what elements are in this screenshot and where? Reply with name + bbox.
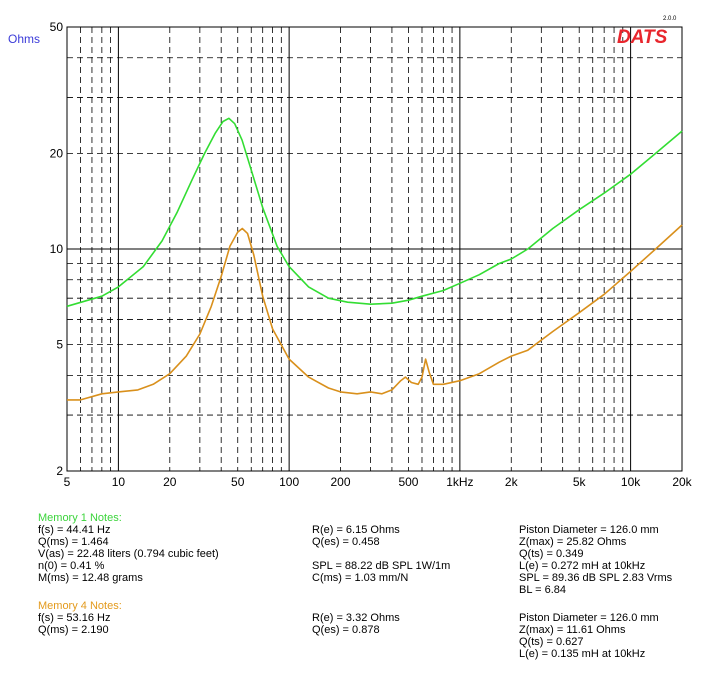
x-tick-label: 1kHz: [446, 475, 473, 489]
dats-logo: 2.0.0 DATS: [617, 16, 677, 48]
note-line: Q(ms) = 2.190: [38, 624, 109, 636]
x-tick-label: 5: [64, 475, 71, 489]
note-line: L(e) = 0.272 mH at 10kHz: [519, 560, 646, 572]
note-line: [312, 548, 450, 560]
x-tick-label: 100: [279, 475, 299, 489]
note-line: SPL = 88.22 dB SPL 1W/1m: [312, 560, 451, 572]
x-tick-label: 10k: [621, 475, 641, 489]
note-line: Q(es) = 0.458: [312, 536, 380, 548]
memory1-col1: f(s) = 44.41 Hz Q(ms) = 1.464 V(as) = 22…: [38, 524, 219, 584]
series-line-1: [66, 117, 683, 308]
note-line: n(0) = 0.41 %: [38, 560, 105, 572]
y-tick-label: 10: [50, 242, 64, 256]
note-line: M(ms) = 12.48 grams: [38, 572, 143, 584]
series-line-2: [67, 224, 683, 401]
y-tick-label: 2: [56, 464, 63, 478]
note-line: V(as) = 22.48 liters (0.794 cubic feet): [38, 548, 219, 560]
x-tick-label: 20: [163, 475, 177, 489]
note-line: R(e) = 3.32 Ohms: [312, 612, 400, 624]
x-tick-label: 20k: [672, 475, 692, 489]
x-tick-label: 50: [231, 475, 245, 489]
note-line: Q(ts) = 0.349: [519, 548, 584, 560]
y-tick-label: 50: [50, 20, 64, 34]
dats-version: 2.0.0: [663, 16, 677, 22]
memory1-col3: Piston Diameter = 126.0 mm Z(max) = 25.8…: [519, 524, 672, 596]
y-axis-label: Ohms: [8, 32, 40, 46]
note-line: SPL = 89.36 dB SPL 2.83 Vrms: [519, 572, 673, 584]
x-tick-label: 10: [112, 475, 126, 489]
x-tick-label: 500: [398, 475, 418, 489]
note-line: C(ms) = 1.03 mm/N: [312, 572, 409, 584]
memory4-title: Memory 4 Notes:: [38, 600, 122, 612]
memory4-col3: Piston Diameter = 126.0 mm Z(max) = 11.6…: [519, 612, 659, 660]
y-tick-label: 20: [50, 146, 64, 160]
y-tick-label: 5: [56, 338, 63, 352]
note-line: L(e) = 0.135 mH at 10kHz: [519, 648, 646, 660]
note-line: f(s) = 44.41 Hz: [38, 524, 111, 536]
note-line: Z(max) = 25.82 Ohms: [519, 536, 627, 548]
x-tick-label: 2k: [505, 475, 519, 489]
note-line: Piston Diameter = 126.0 mm: [519, 612, 659, 624]
note-line: Piston Diameter = 126.0 mm: [519, 524, 659, 536]
memory1-title: Memory 1 Notes:: [38, 512, 122, 524]
x-tick-label: 5k: [573, 475, 587, 489]
plot-frame: [66, 26, 683, 472]
dats-logo-text: DATS: [617, 27, 668, 48]
x-tick-label: 200: [331, 475, 351, 489]
note-line: Z(max) = 11.61 Ohms: [519, 624, 626, 636]
note-line: BL = 6.84: [519, 584, 566, 596]
memory4-col2: R(e) = 3.32 Ohms Q(es) = 0.878: [312, 612, 400, 636]
note-line: f(s) = 53.16 Hz: [38, 612, 111, 624]
note-line: Q(ms) = 1.464: [38, 536, 109, 548]
series-lines: [66, 117, 683, 401]
memory4-notes: Memory 4 Notes: f(s) = 53.16 Hz Q(ms) = …: [38, 600, 122, 636]
memory1-col2: R(e) = 6.15 Ohms Q(es) = 0.458 SPL = 88.…: [312, 524, 450, 584]
note-line: R(e) = 6.15 Ohms: [312, 524, 400, 536]
memory1-notes: Memory 1 Notes: f(s) = 44.41 Hz Q(ms) = …: [38, 512, 219, 584]
note-line: Q(ts) = 0.627: [519, 636, 584, 648]
note-line: Q(es) = 0.878: [312, 624, 380, 636]
grid-lines: [66, 27, 683, 471]
